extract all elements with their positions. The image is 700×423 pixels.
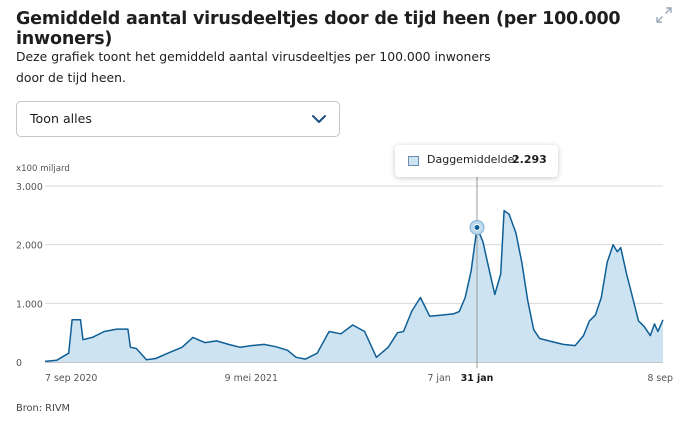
source-note: Bron: RIVM: [16, 403, 71, 414]
x-tick-label: 7 jan: [427, 373, 450, 384]
y-axis-unit: x100 miljard: [16, 164, 70, 174]
y-tick-label: 0: [16, 358, 22, 369]
tooltip-value: 2.293: [512, 153, 547, 166]
chart-tooltip: Daggemiddelde: 2.293: [395, 145, 558, 177]
tooltip-label: Daggemiddelde:: [427, 153, 518, 166]
chevron-down-icon: [312, 115, 326, 123]
y-tick-label: 2.000: [16, 241, 43, 252]
page-title: Gemiddeld aantal virusdeeltjes door de t…: [16, 9, 621, 49]
period-select[interactable]: Toon alles: [16, 101, 340, 137]
expand-icon[interactable]: [655, 6, 673, 24]
period-select-value: Toon alles: [30, 111, 92, 126]
x-tick-label: 7 sep 2020: [45, 373, 97, 384]
x-tick-label: 31 jan: [461, 373, 494, 384]
highlight-marker: [473, 223, 481, 231]
tooltip-swatch: [408, 156, 419, 166]
series-area: [45, 210, 663, 362]
y-tick-label: 3.000: [16, 182, 43, 193]
x-tick-label: 8 sep: [647, 373, 673, 384]
x-tick-label: 9 mei 2021: [225, 373, 278, 384]
series-line: [44, 209, 664, 363]
chart-description: Deze grafiek toont het gemiddeld aantal …: [16, 49, 491, 85]
y-tick-label: 1.000: [16, 299, 43, 310]
